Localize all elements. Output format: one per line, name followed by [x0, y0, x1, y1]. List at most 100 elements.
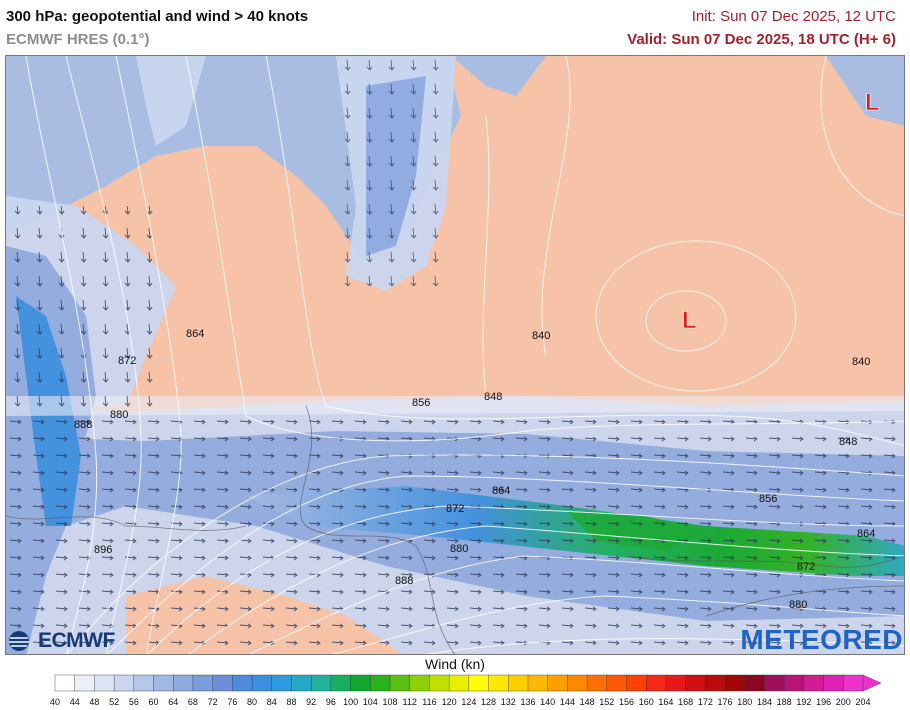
- colorbar-swatch: [646, 674, 667, 692]
- colorbar-swatch: [251, 674, 273, 692]
- colorbar-tick-label: 84: [266, 697, 277, 707]
- colorbar-tick-label: 116: [422, 697, 437, 707]
- coastlines: [6, 405, 904, 654]
- colorbar-tick-label: 144: [559, 697, 575, 707]
- contour-label: 872: [797, 561, 815, 573]
- ecmwf-logo: ECMWF: [7, 628, 115, 654]
- colorbar-tick-label: 156: [618, 697, 635, 707]
- map-canvas: 864 872 880 888 896 840 856 848 848 856 …: [6, 56, 904, 654]
- model-name: ECMWF HRES (0.1°): [6, 31, 150, 48]
- low-pressure-symbol: L: [682, 307, 697, 334]
- colorbar-tick-label: 196: [816, 697, 832, 707]
- colorbar-swatch: [527, 674, 549, 692]
- colorbar-tick-label: 184: [756, 697, 772, 707]
- colorbar-swatch: [409, 674, 430, 692]
- colorbar-swatch: [232, 674, 253, 692]
- colorbar-tick-label: 204: [855, 697, 871, 707]
- contour-label: 888: [74, 419, 92, 431]
- colorbar-swatch: [665, 674, 687, 692]
- geopotential-contours: [25, 56, 904, 654]
- colorbar-swatch: [54, 674, 76, 692]
- colorbar-swatch: [468, 674, 490, 692]
- colorbar-swatch: [764, 674, 785, 692]
- colorbar-tick-label: 92: [306, 697, 317, 707]
- ecmwf-globe-icon: [9, 631, 29, 651]
- colorbar-swatch: [626, 674, 647, 692]
- colorbar-tick-label: 136: [520, 697, 536, 707]
- contour-label: 872: [446, 503, 464, 515]
- colorbar-tick-label: 96: [325, 697, 336, 707]
- contour-label: 856: [412, 397, 430, 409]
- colorbar-swatch: [192, 674, 214, 692]
- contour-label: 880: [110, 409, 128, 421]
- sea-area: [451, 56, 546, 96]
- colorbar-tick-label: 64: [168, 697, 179, 707]
- contour-label: 880: [789, 599, 807, 611]
- meteored-logo: METEORED: [740, 624, 903, 655]
- colorbar-swatch: [350, 674, 371, 692]
- contour-label: 848: [484, 391, 502, 403]
- colorbar-swatch: [705, 674, 726, 692]
- colorbar-swatch: [547, 674, 568, 692]
- colorbar-swatch: [606, 674, 628, 692]
- contour-label: 856: [759, 493, 777, 505]
- map-title: 300 hPa: geopotential and wind > 40 knot…: [6, 8, 309, 25]
- contour-label: 888: [395, 575, 413, 587]
- weather-map[interactable]: 864 872 880 888 896 840 856 848 848 856 …: [5, 55, 905, 655]
- sea-area: [826, 56, 904, 126]
- colorbar-swatch: [586, 674, 608, 692]
- colorbar-tick-label: 44: [69, 697, 80, 707]
- colorbar-swatch: [823, 674, 844, 692]
- colorbar-swatch: [133, 674, 155, 692]
- colorbar-swatch: [173, 674, 194, 692]
- colorbar-swatch: [291, 674, 312, 692]
- contour-label: 864: [857, 528, 875, 540]
- colorbar-swatch: [744, 674, 765, 692]
- wind-arrows: [6, 206, 166, 416]
- contour-label: 864: [186, 328, 204, 340]
- colorbar-tick-label: 112: [402, 697, 417, 707]
- colorbar-swatch: [94, 674, 115, 692]
- colorbar-swatch: [330, 674, 352, 692]
- colorbar-tick-label: 40: [49, 697, 61, 707]
- colorbar-label: Wind (kn): [425, 656, 485, 672]
- colorbar-tick-label: 104: [362, 697, 378, 707]
- init-time: Init: Sun 07 Dec 2025, 12 UTC: [691, 8, 896, 25]
- colorbar-swatch: [488, 674, 509, 692]
- colorbar-tick-label: 160: [638, 697, 654, 707]
- colorbar-tick-label: 152: [599, 697, 615, 707]
- colorbar-swatch: [448, 674, 470, 692]
- colorbar-tick-label: 164: [658, 697, 674, 707]
- colorbar-swatch: [567, 674, 588, 692]
- low-pressure-symbol: L: [865, 89, 880, 116]
- contour-label: 848: [839, 436, 857, 448]
- colorbar-swatch: [389, 674, 411, 692]
- colorbar-tick-label: 200: [835, 697, 851, 707]
- colorbar-tick-label: 124: [461, 697, 477, 707]
- colorbar-tick-label: 76: [227, 697, 238, 707]
- contour-label: 840: [852, 356, 870, 368]
- colorbar-tick-label: 120: [441, 697, 457, 707]
- ecmwf-logo-text: ECMWF: [38, 629, 115, 652]
- contour-label: 864: [492, 485, 510, 497]
- colorbar-tick-label: 56: [128, 697, 139, 707]
- colorbar-swatch: [843, 674, 864, 692]
- colorbar-tick-label: 172: [697, 697, 713, 707]
- colorbar-swatch: [724, 674, 746, 692]
- colorbar-tick-label: 180: [737, 697, 753, 707]
- colorbar-tick-label: 68: [187, 697, 198, 707]
- colorbar-tick-label: 140: [540, 697, 556, 707]
- colorbar-tick-label: 128: [481, 697, 497, 707]
- colorbar-extend-arrow: [862, 674, 882, 692]
- colorbar-swatch: [685, 674, 706, 692]
- wind-arrows: [336, 56, 446, 286]
- colorbar-swatch: [370, 674, 391, 692]
- colorbar: [54, 674, 882, 692]
- colorbar-tick-label: 72: [207, 697, 218, 707]
- colorbar-tick-label: 148: [579, 697, 595, 707]
- colorbar-tick-label: 60: [148, 697, 159, 707]
- colorbar-swatch: [74, 674, 95, 692]
- colorbar-swatch: [508, 674, 529, 692]
- colorbar-swatch: [803, 674, 825, 692]
- colorbar-tick-label: 168: [678, 697, 694, 707]
